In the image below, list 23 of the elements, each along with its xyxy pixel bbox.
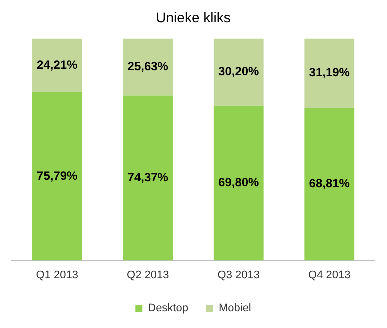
legend-label: Desktop xyxy=(148,302,188,315)
bar xyxy=(304,108,355,261)
data-label: 69,80% xyxy=(218,176,260,190)
data-label: 30,20% xyxy=(218,64,260,79)
data-label: 68,81% xyxy=(309,176,350,191)
legend-label: Mobiel xyxy=(218,302,252,315)
chart-title: Unieke kliks xyxy=(156,9,231,26)
data-label: 24,21% xyxy=(37,58,78,72)
bar xyxy=(32,92,82,261)
x-tick-label: Q2 2013 xyxy=(127,269,170,282)
x-tick-label: Q3 2013 xyxy=(218,269,260,282)
data-label: 31,19% xyxy=(309,66,350,80)
bar xyxy=(32,38,82,93)
bar xyxy=(214,106,264,261)
data-label: 74,37% xyxy=(128,170,169,185)
bar xyxy=(304,38,355,108)
x-tick-label: Q4 2013 xyxy=(308,269,351,282)
bar xyxy=(214,38,264,106)
bar xyxy=(123,96,174,261)
data-label: 75,79% xyxy=(37,168,78,183)
data-label: 25,63% xyxy=(128,60,169,74)
x-tick-label: Q1 2013 xyxy=(36,269,78,282)
bar xyxy=(123,38,174,96)
